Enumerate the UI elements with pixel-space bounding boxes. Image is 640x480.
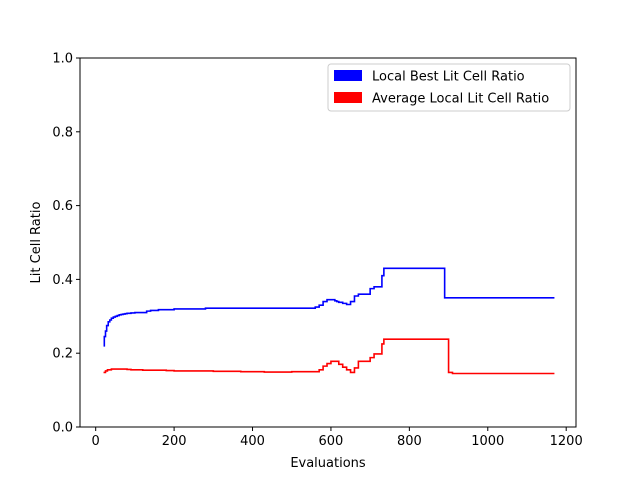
legend-swatch-average (334, 92, 362, 103)
plot-frame (79, 57, 577, 428)
y-tick-label: 0.2 (52, 347, 73, 362)
y-tick-label: 0.6 (52, 199, 73, 214)
legend-label-average: Average Local Lit Cell Ratio (372, 92, 549, 107)
y-axis-label: Lit Cell Ratio (29, 202, 44, 284)
y-tick-label: 0.4 (52, 273, 73, 288)
x-axis-label: Evaluations (290, 456, 366, 471)
x-tick-label: 200 (162, 434, 187, 449)
x-tick-label: 1000 (471, 434, 504, 449)
legend: Local Best Lit Cell Ratio Average Local … (327, 63, 571, 112)
y-tick-label: 0.8 (52, 125, 73, 140)
legend-box (327, 63, 571, 112)
x-axis: 0 200 400 600 800 1000 1200 (92, 427, 583, 449)
y-tick-label: 1.0 (52, 52, 73, 67)
legend-label-local-best: Local Best Lit Cell Ratio (372, 70, 525, 85)
y-tick-label: 0.0 (52, 421, 73, 436)
legend-swatch-local-best (334, 70, 362, 81)
series-line-1 (103, 338, 555, 375)
y-axis: 0.0 0.2 0.4 0.6 0.8 1.0 (52, 52, 80, 436)
series-layer (103, 267, 555, 375)
x-tick-label: 1200 (550, 434, 583, 449)
series-line-0 (103, 267, 555, 347)
x-tick-label: 400 (240, 434, 265, 449)
x-tick-label: 800 (397, 434, 422, 449)
x-tick-label: 600 (319, 434, 344, 449)
x-tick-label: 0 (92, 434, 100, 449)
